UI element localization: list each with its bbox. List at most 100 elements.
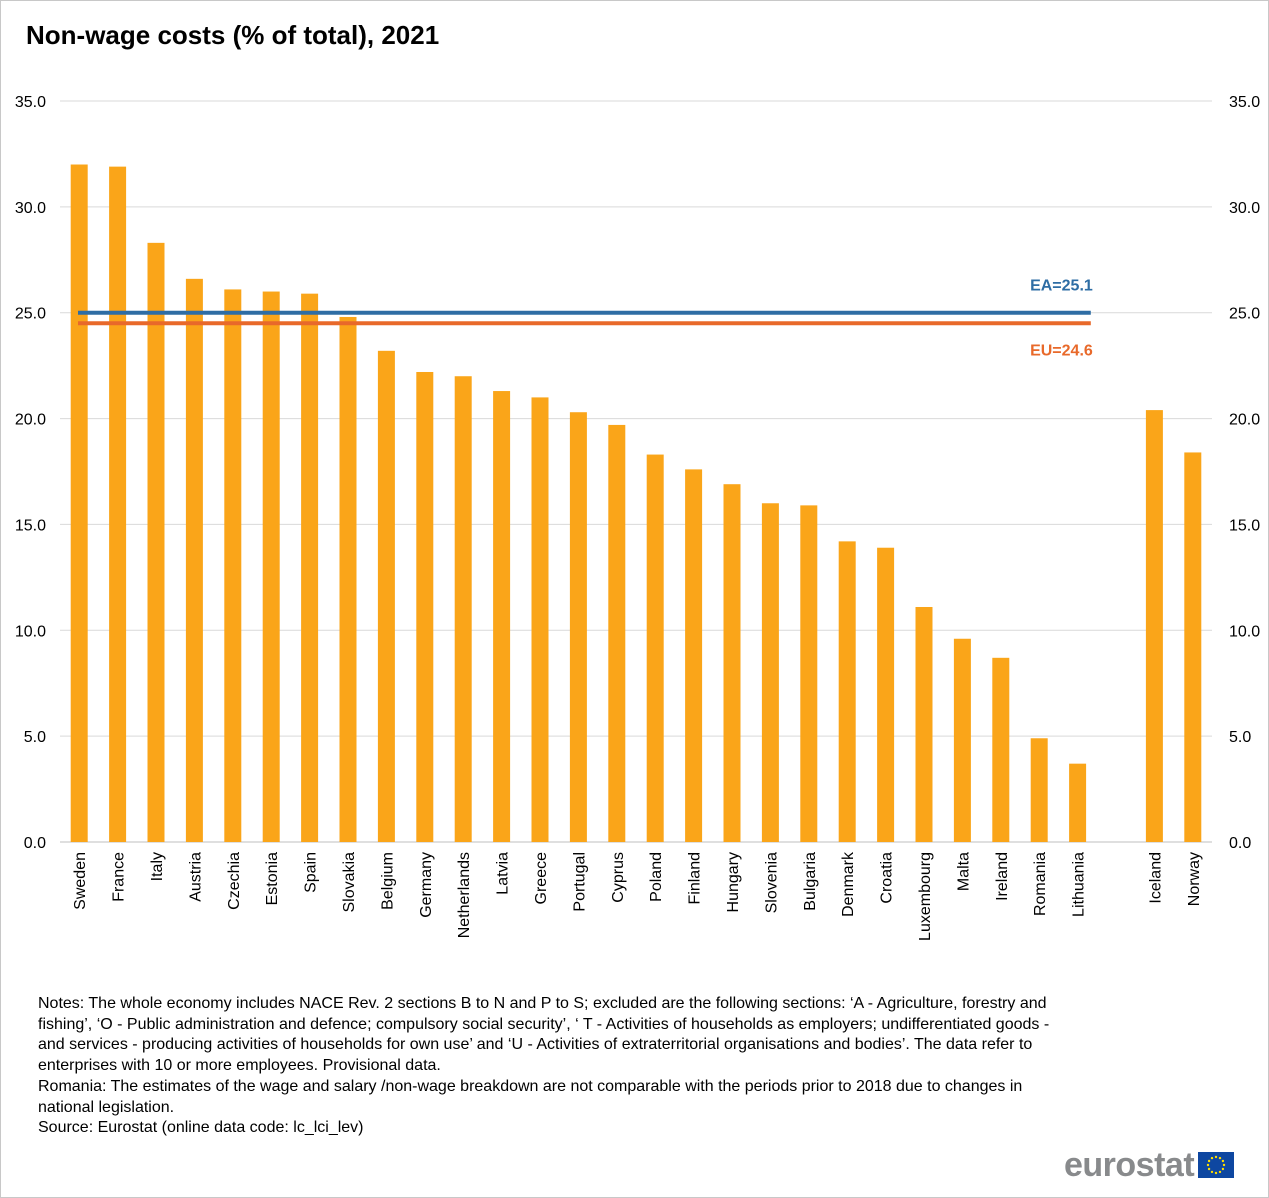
bar [301, 293, 319, 842]
eurostat-logo: eurostat [1064, 1146, 1235, 1184]
bar [70, 164, 88, 842]
chart-title: Non-wage costs (% of total), 2021 [26, 20, 440, 50]
x-tick-label: Luxembourg [917, 852, 934, 941]
notes-text: Notes: The whole economy includes NACE R… [38, 995, 1050, 1075]
bar [992, 657, 1010, 842]
x-tick-label: Romania [1032, 852, 1049, 916]
x-tick-label: Cyprus [610, 852, 627, 903]
bar [185, 278, 203, 843]
bar [800, 505, 818, 842]
y-tick-label: 0.0 [24, 835, 46, 852]
flag-star [1222, 1163, 1226, 1167]
x-tick-label: Italy [149, 852, 166, 881]
x-tick-label: Lithuania [1071, 852, 1088, 917]
x-tick-label: Germany [418, 852, 435, 918]
eu-flag-icon [1198, 1152, 1235, 1178]
reference-lines: EA=25.1 EU=24.6 [78, 278, 1093, 359]
flag-star [1218, 1156, 1222, 1160]
y-axis-left: 0.0 5.0 10.0 15.0 20.0 25.0 30.0 35.0 [15, 94, 46, 852]
bar [1069, 763, 1087, 842]
x-tick-label: Slovenia [763, 852, 780, 913]
x-tick-label: Austria [187, 852, 204, 902]
y-tick-label-right: 5.0 [1229, 729, 1251, 746]
flag-star [1221, 1167, 1225, 1171]
bar [1184, 452, 1202, 842]
y-tick-label-right: 25.0 [1229, 306, 1260, 323]
notes-romania: Romania: The estimates of the wage and s… [38, 1077, 1023, 1116]
y-tick-label: 15.0 [15, 517, 46, 534]
x-tick-label: Ireland [994, 852, 1011, 901]
x-tick-label: Belgium [379, 852, 396, 910]
x-tick-label: Finland [687, 852, 704, 904]
x-tick-label: Bulgaria [802, 852, 819, 911]
x-tick-label: Slovakia [341, 852, 358, 913]
x-tick-label: Latvia [495, 852, 512, 895]
y-tick-label: 35.0 [15, 94, 46, 111]
flag-star [1214, 1155, 1218, 1159]
y-tick-label-right: 30.0 [1229, 200, 1260, 217]
bar [723, 484, 741, 842]
flag-star [1210, 1156, 1214, 1160]
y-tick-label-right: 0.0 [1229, 835, 1251, 852]
bar [685, 469, 703, 842]
reference-label-ea: EA=25.1 [1030, 278, 1093, 295]
flag-star [1221, 1159, 1225, 1163]
x-tick-label: Czechia [226, 852, 243, 910]
x-tick-label: Netherlands [456, 852, 473, 938]
bar [761, 503, 779, 842]
bar [838, 541, 856, 842]
x-tick-label: Estonia [264, 852, 281, 905]
bars [70, 164, 1202, 843]
bar [109, 166, 127, 843]
bar [339, 316, 357, 842]
y-tick-label: 10.0 [15, 623, 46, 640]
bar [147, 242, 165, 842]
bar [877, 547, 895, 842]
x-tick-label: Greece [533, 852, 550, 905]
eurostat-logo-text: eurostat [1064, 1146, 1195, 1184]
x-tick-label: Iceland [1147, 852, 1164, 904]
bar [1030, 738, 1048, 842]
bar-chart: 0.0 5.0 10.0 15.0 20.0 25.0 30.0 35.0 0.0 5.0 10.… [15, 94, 1260, 941]
bar [646, 454, 664, 842]
flag-star [1218, 1170, 1222, 1174]
x-tick-label: Hungary [725, 852, 742, 912]
y-tick-label: 25.0 [15, 306, 46, 323]
bar [262, 291, 280, 842]
reference-label-eu: EU=24.6 [1030, 342, 1093, 359]
flag-star [1214, 1171, 1218, 1175]
bar [377, 350, 395, 842]
x-tick-label: Spain [303, 852, 320, 893]
y-tick-label-right: 35.0 [1229, 94, 1260, 111]
y-axis-right: 0.0 5.0 10.0 15.0 20.0 25.0 30.0 35.0 [1229, 94, 1260, 852]
bar [915, 606, 933, 842]
y-tick-label-right: 15.0 [1229, 517, 1260, 534]
chart-notes: Notes: The whole economy includes NACE R… [38, 994, 1068, 1139]
y-tick-label: 5.0 [24, 729, 46, 746]
y-tick-label-right: 20.0 [1229, 412, 1260, 429]
bar [531, 397, 549, 842]
x-tick-label: Sweden [72, 852, 89, 910]
bar [1145, 410, 1163, 842]
bar [416, 371, 434, 842]
flag-star [1206, 1163, 1210, 1167]
x-tick-label: Portugal [571, 852, 588, 912]
notes-source: Source: Eurostat (online data code: lc_l… [38, 1119, 364, 1137]
bar [454, 376, 472, 842]
flag-star [1208, 1167, 1211, 1171]
y-tick-label-right: 10.0 [1229, 623, 1260, 640]
flag-star [1210, 1170, 1214, 1174]
x-tick-label: France [111, 852, 128, 902]
bar [608, 424, 626, 842]
bar [569, 412, 587, 842]
x-tick-label: Croatia [879, 852, 896, 904]
x-tick-label: Malta [955, 852, 972, 891]
x-tick-label: Poland [648, 852, 665, 902]
bar [493, 391, 511, 842]
y-tick-label: 30.0 [15, 200, 46, 217]
x-tick-label: Denmark [840, 851, 857, 917]
bar [953, 638, 971, 842]
bar [224, 289, 242, 842]
flag-star [1208, 1159, 1211, 1163]
y-tick-label: 20.0 [15, 412, 46, 429]
